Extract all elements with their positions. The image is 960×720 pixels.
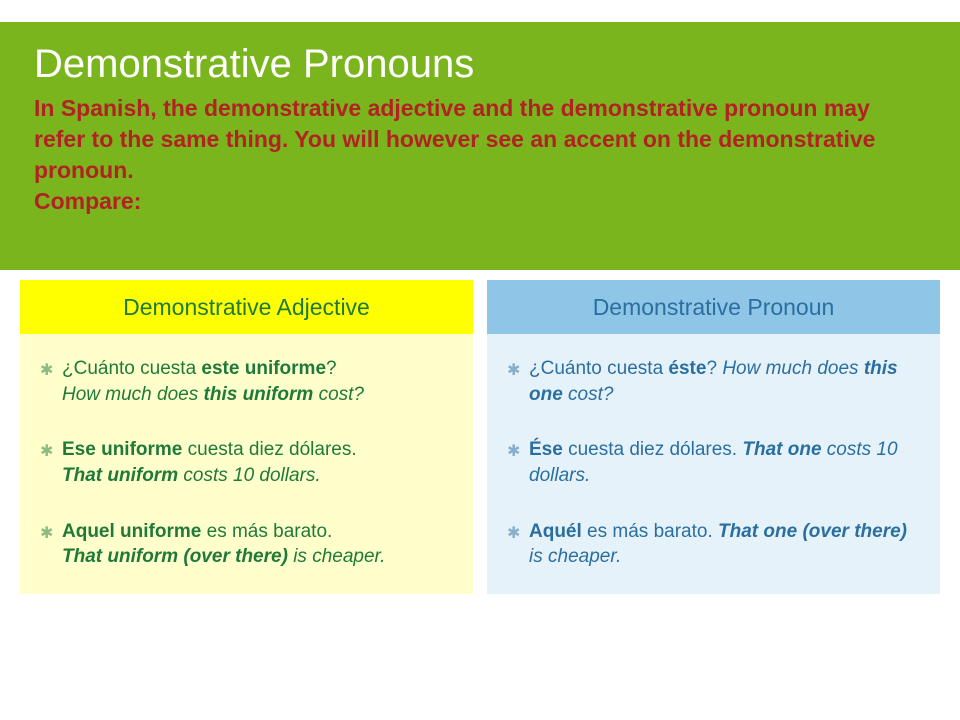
slide-subtitle: In Spanish, the demonstrative adjective … — [34, 93, 926, 217]
subtitle-compare: Compare: — [34, 188, 141, 214]
item-text: ¿Cuánto cuesta éste? How much does this … — [529, 356, 920, 407]
list-item: ✱ Ése cuesta diez dólares. That one costs… — [507, 437, 920, 488]
right-column-header: Demonstrative Pronoun — [487, 280, 940, 334]
list-item: ✱ Aquél es más barato. That one (over the… — [507, 519, 920, 570]
right-column: Demonstrative Pronoun ✱ ¿Cuánto cuesta és… — [487, 280, 940, 594]
item-en: That uniform (over there) is cheaper. — [62, 544, 453, 570]
left-column-body: ✱ ¿Cuánto cuesta este uniforme?How much d… — [20, 334, 473, 594]
item-es: ¿Cuánto cuesta este uniforme? — [62, 356, 453, 382]
slide: Demonstrative Pronouns In Spanish, the d… — [0, 0, 960, 720]
item-es: Aquel uniforme es más barato. — [62, 519, 453, 545]
bullet-icon: ✱ — [507, 523, 520, 545]
right-column-body: ✱ ¿Cuánto cuesta éste? How much does this… — [487, 334, 940, 594]
bullet-icon: ✱ — [507, 360, 520, 382]
list-item: ✱ ¿Cuánto cuesta este uniforme?How much d… — [40, 356, 453, 407]
header-block: Demonstrative Pronouns In Spanish, the d… — [0, 22, 960, 270]
subtitle-text: In Spanish, the demonstrative adjective … — [34, 95, 875, 183]
bullet-icon: ✱ — [40, 441, 53, 463]
item-text: Aquél es más barato. That one (over ther… — [529, 519, 920, 570]
item-en: That uniform costs 10 dollars. — [62, 463, 453, 489]
bullet-icon: ✱ — [40, 360, 53, 382]
list-item: ✱ Ese uniforme cuesta diez dólares.That u… — [40, 437, 453, 488]
list-item: ✱ ¿Cuánto cuesta éste? How much does this… — [507, 356, 920, 407]
columns: Demonstrative Adjective ✱ ¿Cuánto cuesta … — [20, 280, 940, 594]
item-text: Ése cuesta diez dólares. That one costs … — [529, 437, 920, 488]
left-column-header: Demonstrative Adjective — [20, 280, 473, 334]
slide-title: Demonstrative Pronouns — [34, 42, 926, 87]
list-item: ✱ Aquel uniforme es más barato.That unifo… — [40, 519, 453, 570]
left-column: Demonstrative Adjective ✱ ¿Cuánto cuesta … — [20, 280, 473, 594]
bullet-icon: ✱ — [40, 523, 53, 545]
item-es: Ese uniforme cuesta diez dólares. — [62, 437, 453, 463]
item-en: How much does this uniform cost? — [62, 382, 453, 408]
bullet-icon: ✱ — [507, 441, 520, 463]
